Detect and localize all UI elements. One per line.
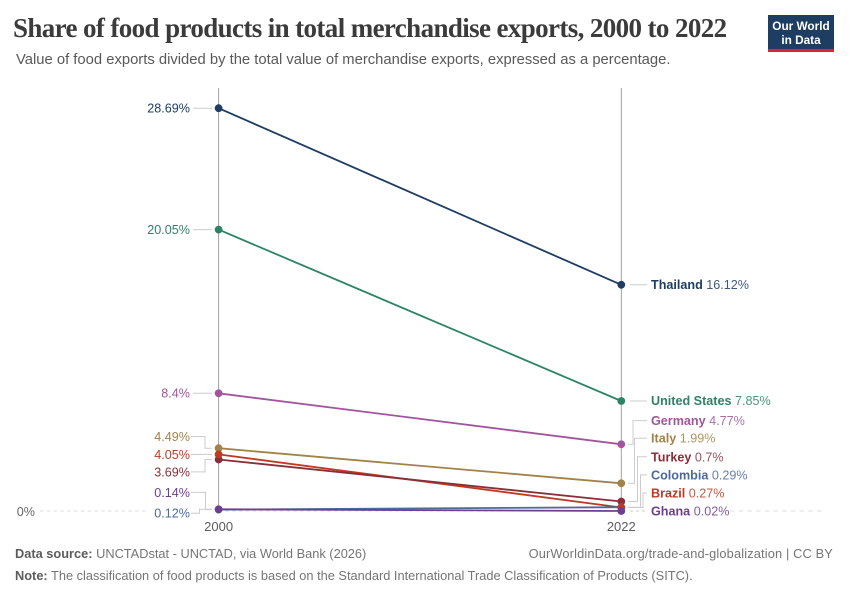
svg-text:United States 7.85%: United States 7.85% <box>651 394 771 408</box>
svg-text:Colombia 0.29%: Colombia 0.29% <box>651 468 748 482</box>
svg-text:Thailand 16.12%: Thailand 16.12% <box>651 278 749 292</box>
svg-text:Turkey 0.7%: Turkey 0.7% <box>651 450 724 464</box>
svg-text:4.05%: 4.05% <box>154 448 190 462</box>
svg-text:2022: 2022 <box>607 519 636 534</box>
svg-text:4.49%: 4.49% <box>154 430 190 444</box>
svg-text:Germany 4.77%: Germany 4.77% <box>651 414 745 428</box>
svg-text:0.12%: 0.12% <box>154 507 190 521</box>
svg-text:3.69%: 3.69% <box>154 465 190 479</box>
svg-text:2000: 2000 <box>204 519 233 534</box>
svg-text:0%: 0% <box>17 505 35 519</box>
svg-text:8.4%: 8.4% <box>161 387 190 401</box>
svg-text:20.05%: 20.05% <box>147 223 190 237</box>
svg-text:Italy 1.99%: Italy 1.99% <box>651 432 715 446</box>
svg-text:Ghana 0.02%: Ghana 0.02% <box>651 505 729 519</box>
svg-text:0.14%: 0.14% <box>154 486 190 500</box>
svg-text:28.69%: 28.69% <box>147 102 190 116</box>
svg-text:Brazil 0.27%: Brazil 0.27% <box>651 487 725 501</box>
